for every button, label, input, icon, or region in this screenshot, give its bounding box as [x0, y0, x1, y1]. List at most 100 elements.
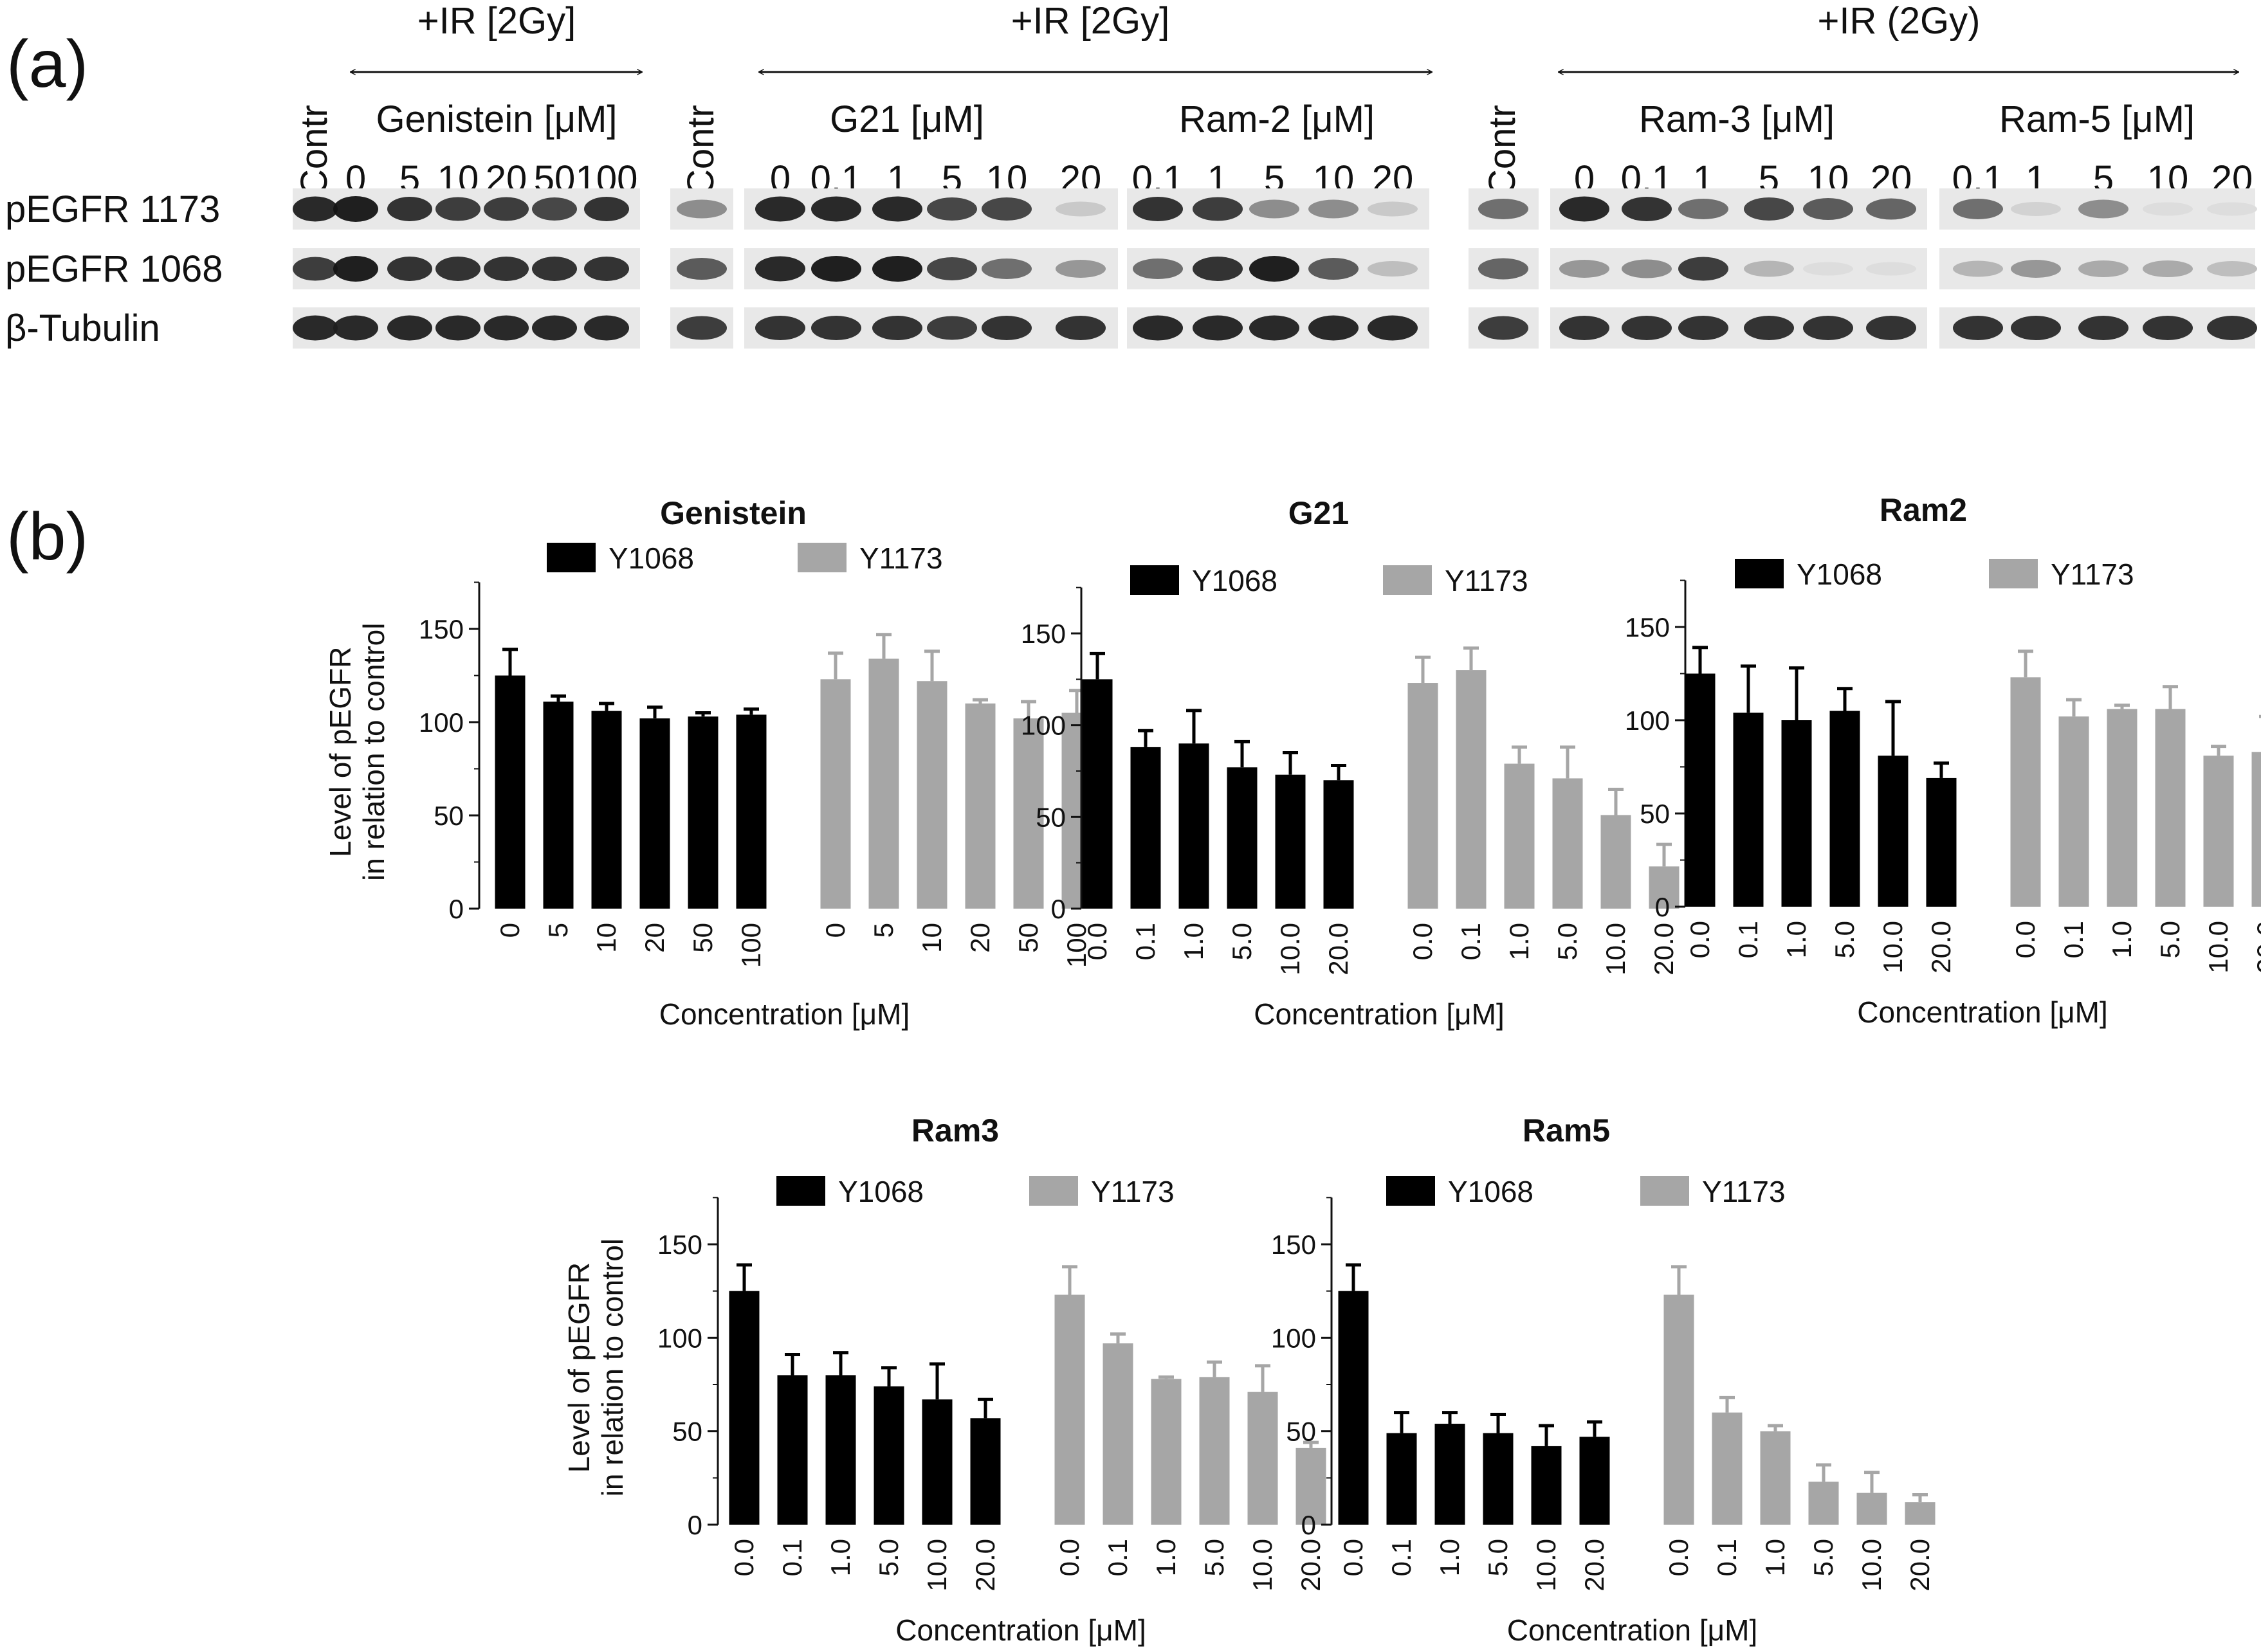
bar-y1068 [1926, 777, 1957, 907]
blot-band [2011, 202, 2061, 216]
x-tick-label: 0 [495, 923, 525, 938]
bar-y1068 [1733, 713, 1764, 907]
y-tick-label: 100 [1271, 1323, 1316, 1353]
legend-swatch [547, 543, 596, 572]
x-tick-label: 1.0 [1178, 923, 1209, 960]
blot-band [872, 196, 922, 222]
x-tick-label: 0.0 [1338, 1539, 1368, 1576]
blot-band [1866, 198, 1916, 220]
blot-band [2207, 261, 2257, 277]
x-tick-label: 5.0 [2155, 921, 2185, 958]
x-tick-label: 0 [820, 923, 850, 938]
y-tick-label: 100 [1625, 705, 1670, 736]
blot-band [1559, 316, 1609, 340]
legend-swatch [1029, 1176, 1078, 1206]
bar-y1173 [2203, 756, 2234, 907]
bar-y1173 [1407, 683, 1438, 909]
x-tick-label: 10.0 [1247, 1539, 1277, 1592]
x-tick-label: 0.1 [1712, 1539, 1742, 1576]
bar-y1173 [917, 681, 947, 909]
bar-y1173 [1663, 1294, 1694, 1525]
blot-band [2011, 316, 2061, 340]
blot-band [1249, 256, 1299, 282]
bar-y1068 [1878, 756, 1909, 907]
blot-band [677, 199, 727, 219]
bar-y1173 [1649, 866, 1680, 909]
bar-y1068 [688, 716, 719, 909]
x-tick-label: 0.0 [1685, 921, 1715, 958]
x-tick-label: 20.0 [1926, 921, 1956, 974]
blot-band [584, 197, 629, 221]
blot-band [333, 315, 378, 341]
panel-b-label: (b) [6, 500, 88, 574]
legend-label: Y1173 [1091, 1175, 1175, 1208]
bar-y1173 [1712, 1412, 1743, 1525]
legend-label: Y1173 [1445, 564, 1528, 597]
blot-row-label: pEGFR 1173 [5, 188, 220, 230]
legend-label: Y1173 [859, 541, 943, 575]
y-tick-label: 0 [1051, 894, 1066, 924]
x-tick-label: 5.0 [1483, 1539, 1513, 1576]
y-tick-label: 0 [1301, 1510, 1316, 1540]
x-tick-label: 10.0 [1531, 1539, 1561, 1592]
blot-band [1866, 316, 1916, 340]
blot-band [1133, 259, 1183, 279]
bar-y1173 [1808, 1482, 1839, 1525]
blot-band [435, 315, 481, 341]
bar-y1173 [2010, 677, 2041, 907]
blot-band [927, 257, 977, 280]
bar-y1068 [970, 1418, 1001, 1525]
blot-band [1803, 198, 1853, 220]
bar-y1173 [1760, 1431, 1791, 1525]
bar-y1068 [1386, 1433, 1417, 1525]
x-tick-label: 10.0 [1878, 921, 1908, 974]
y-tick-label: 50 [434, 801, 464, 831]
legend-swatch [1640, 1176, 1689, 1206]
blot-band [435, 257, 481, 281]
x-tick-label: 20.0 [1323, 923, 1353, 976]
x-tick-label: 10.0 [1275, 923, 1305, 976]
bar-y1068 [495, 675, 526, 909]
blot-band [1866, 262, 1916, 276]
irradiation-label: +IR (2Gy) [1818, 0, 1981, 42]
bar-y1173 [965, 703, 996, 909]
x-tick-label: 10.0 [2203, 921, 2233, 974]
y-axis-label: Level of pEGFR [562, 1262, 596, 1473]
bar-y1173 [1552, 778, 1583, 909]
bar-y1173 [2155, 709, 2186, 907]
y-tick-label: 50 [1036, 802, 1066, 832]
bar-y1173 [1456, 670, 1487, 909]
treatment-group-label: Genistein [μM] [376, 98, 617, 140]
x-tick-label: 5.0 [1808, 1539, 1838, 1576]
y-tick-label: 0 [688, 1510, 702, 1540]
blot-band [293, 196, 338, 222]
x-tick-label: 0.1 [1103, 1539, 1133, 1576]
blot-band [387, 315, 432, 341]
blot-band [435, 197, 481, 221]
legend-label: Y1068 [1192, 564, 1277, 597]
x-tick-label: 0.1 [1733, 921, 1763, 958]
blot-band [1744, 197, 1794, 221]
blot-band [584, 257, 629, 281]
blot-band [2078, 199, 2128, 219]
blot-band [811, 196, 861, 222]
x-tick-label: 1.0 [2107, 921, 2137, 958]
blot-band [1559, 196, 1609, 222]
bar-y1173 [1504, 763, 1535, 909]
blot-1: +IR [2Gy]Contr Genistein [μM]0 5 10 20 50 100 [293, 0, 642, 349]
x-tick-label: 20 [639, 923, 670, 953]
y-tick-label: 0 [1655, 892, 1670, 922]
blot-band [2143, 202, 2193, 216]
bar-y1173 [1295, 1448, 1326, 1525]
blot-band [1744, 316, 1794, 340]
bar-y1173 [1856, 1493, 1887, 1525]
blot-band [927, 316, 977, 340]
legend-label: Y1068 [1797, 558, 1882, 591]
blot-band [532, 257, 577, 281]
x-tick-label: 100 [736, 923, 766, 968]
blot-band [1308, 199, 1359, 219]
legend-label: Y1068 [1448, 1175, 1533, 1208]
blot-band [293, 315, 338, 341]
blot-3: +IR (2Gy)Contr Ram-3 [μM]0 0.1 1 5 10 20Ram-5 … [1469, 0, 2257, 349]
x-tick-label: 1.0 [1781, 921, 1811, 958]
